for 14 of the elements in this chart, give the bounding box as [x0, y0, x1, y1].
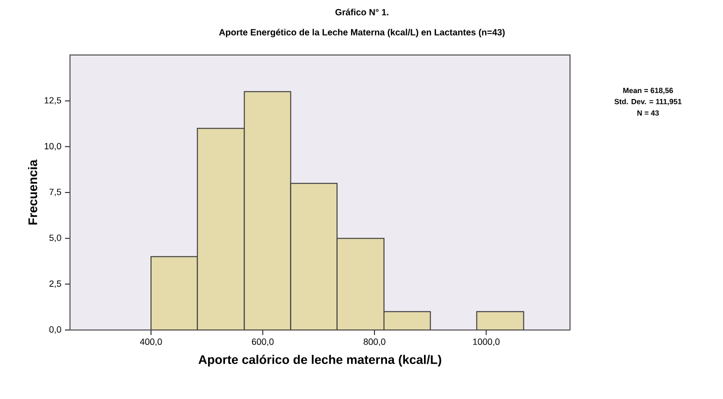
x-tick-label: 600,0: [252, 338, 274, 346]
y-tick-label: 0,0: [49, 326, 62, 334]
y-tick-label: 5,0: [49, 234, 62, 242]
x-tick-label: 400,0: [140, 338, 162, 346]
y-tick-label: 10,0: [44, 142, 62, 150]
y-tick-label: 7,5: [49, 188, 62, 196]
x-tick-label: 800,0: [364, 338, 386, 346]
y-tick-label: 12,5: [44, 97, 62, 105]
y-tick-label: 2,5: [49, 280, 62, 288]
x-tick-label: 1000,0: [473, 338, 500, 346]
chart-title: Gráfico N° 1.: [335, 8, 388, 16]
x-axis-title: Aporte calórico de leche materna (kcal/L): [198, 354, 442, 366]
y-axis-title: Frecuencia: [28, 160, 38, 225]
chart-subtitle: Aporte Energético de la Leche Materna (kcal/L) en Lactantes (n=43): [219, 28, 505, 38]
